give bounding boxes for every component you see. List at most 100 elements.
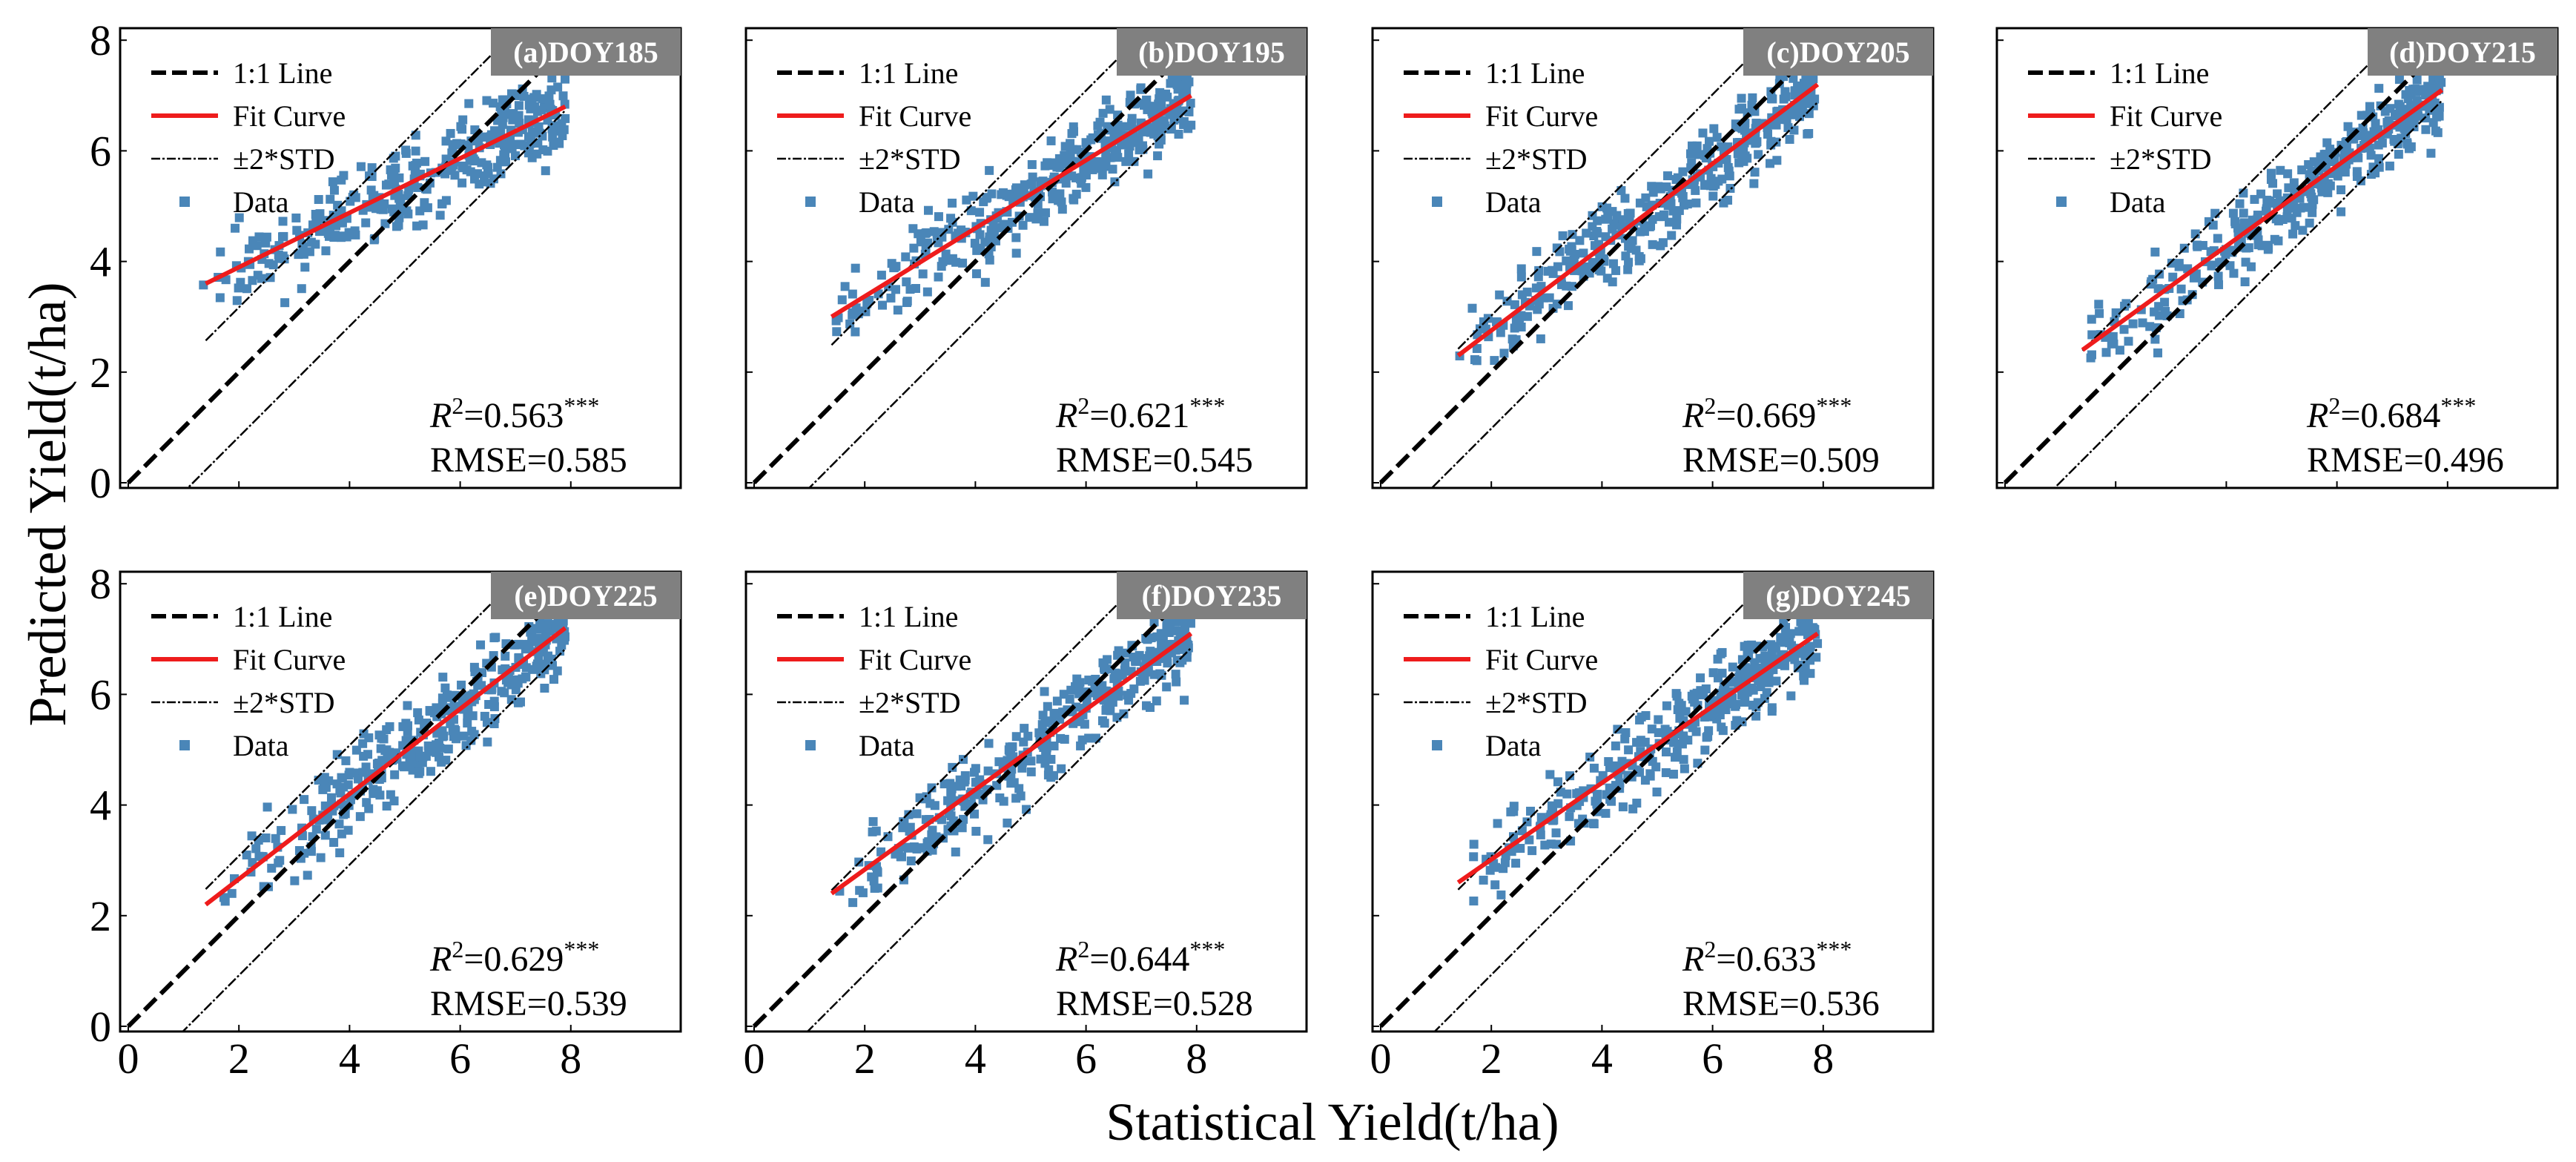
data-point — [1804, 109, 1814, 119]
data-point — [1162, 682, 1172, 692]
data-point — [306, 237, 316, 247]
data-point — [1511, 335, 1521, 345]
data-point — [403, 701, 412, 710]
data-point — [1648, 240, 1657, 249]
y-tick-label: 8 — [90, 16, 111, 65]
data-point — [546, 654, 556, 664]
rmse-value: RMSE=0.528 — [1056, 984, 1253, 1023]
data-point — [337, 218, 347, 228]
data-point — [1143, 667, 1153, 677]
data-point — [1124, 149, 1134, 159]
data-point — [999, 796, 1008, 806]
data-point — [943, 796, 953, 805]
data-point — [526, 627, 535, 637]
data-point — [384, 179, 394, 189]
data-point — [1490, 356, 1499, 366]
data-point — [1528, 846, 1537, 856]
data-point — [2239, 218, 2249, 228]
data-point — [466, 167, 475, 176]
data-point — [1754, 150, 1763, 159]
data-point — [1802, 77, 1812, 87]
data-point — [845, 319, 855, 329]
fit-curve — [204, 626, 567, 907]
data-point — [2128, 319, 2138, 329]
data-point — [948, 198, 957, 208]
fit-curve — [1456, 82, 1820, 357]
data-point — [2307, 192, 2316, 202]
data-point — [300, 263, 310, 272]
data-point — [1472, 356, 1482, 366]
data-point — [1081, 171, 1091, 180]
data-point — [1509, 832, 1519, 842]
data-point — [1732, 716, 1742, 725]
data-point — [2374, 84, 2384, 93]
data-point — [2288, 203, 2297, 213]
data-point — [339, 782, 349, 792]
data-point — [345, 767, 354, 777]
data-point — [300, 795, 309, 805]
data-point — [971, 269, 981, 279]
data-point — [1800, 621, 1810, 631]
data-point — [1112, 713, 1122, 722]
data-point — [1182, 74, 1192, 84]
data-point — [2246, 262, 2256, 271]
data-point — [1625, 208, 1635, 218]
data-point — [1540, 840, 1550, 850]
data-point — [1751, 139, 1760, 148]
x-tick-label: 6 — [1702, 1034, 1723, 1083]
data-point — [1553, 777, 1562, 787]
r2-value: R2=0.563*** — [429, 392, 599, 435]
data-point — [982, 194, 991, 203]
data-point — [1680, 764, 1689, 773]
data-point — [1101, 154, 1111, 164]
legend-label: Data — [2110, 185, 2166, 219]
data-point — [435, 743, 445, 753]
data-point — [1014, 784, 1024, 793]
data-point — [1717, 668, 1727, 678]
data-point — [438, 673, 448, 682]
data-point — [1069, 122, 1078, 132]
data-point — [1698, 128, 1708, 138]
data-point — [1027, 179, 1037, 188]
x-tick-label: 8 — [1812, 1034, 1834, 1083]
data-point — [922, 287, 932, 297]
data-point — [1740, 697, 1749, 707]
data-point — [1511, 859, 1521, 868]
data-point — [354, 774, 363, 784]
data-point — [1749, 179, 1759, 188]
data-point — [459, 163, 469, 173]
data-point — [559, 125, 569, 134]
data-point — [1632, 798, 1642, 808]
data-point — [1565, 812, 1574, 822]
data-point — [303, 871, 312, 880]
data-point — [1049, 708, 1059, 718]
x-tick-label: 2 — [228, 1034, 250, 1083]
data-point — [521, 672, 530, 681]
data-point — [441, 154, 451, 164]
data-point — [423, 741, 433, 750]
data-point — [1516, 311, 1526, 320]
data-point — [1789, 73, 1798, 83]
fit-curve — [205, 105, 567, 286]
data-point — [328, 177, 337, 187]
data-point — [1766, 159, 1775, 168]
data-point — [922, 838, 932, 848]
data-point — [2394, 99, 2403, 109]
legend-data-swatch — [179, 740, 190, 750]
legend-label: Fit Curve — [859, 99, 971, 133]
data-point — [1179, 119, 1189, 129]
data-point — [1671, 753, 1680, 762]
data-point — [1076, 741, 1086, 750]
fit-curve — [830, 631, 1193, 896]
data-point — [351, 193, 360, 202]
data-point — [1563, 301, 1573, 311]
data-point — [1040, 759, 1050, 768]
data-point — [509, 109, 518, 119]
data-point — [415, 767, 425, 776]
x-tick-label: 0 — [118, 1034, 139, 1083]
data-point — [242, 850, 251, 859]
data-point — [905, 822, 915, 832]
panel-title-box: (a)DOY185 — [491, 28, 681, 76]
data-point — [2213, 234, 2222, 243]
data-point — [351, 745, 361, 755]
